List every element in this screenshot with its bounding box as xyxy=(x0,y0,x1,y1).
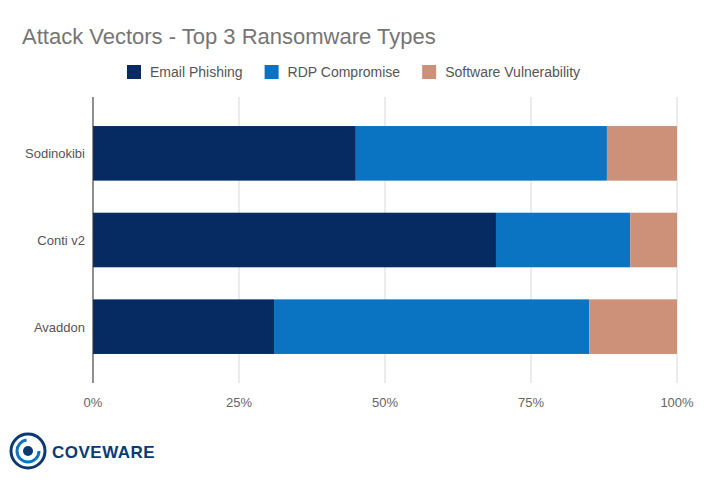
bar-segment xyxy=(274,299,589,354)
bar-segment xyxy=(93,299,274,354)
legend-swatch xyxy=(422,65,436,79)
legend-swatch xyxy=(265,65,279,79)
category-label: Avaddon xyxy=(34,320,85,335)
legend-label: RDP Compromise xyxy=(288,64,401,80)
legend-swatch xyxy=(127,65,141,79)
logo-ring xyxy=(17,440,39,462)
bar-segment xyxy=(607,126,677,181)
logo-text: COVEWARE xyxy=(52,443,155,462)
tick-label: 25% xyxy=(226,395,252,410)
tick-label: 50% xyxy=(372,395,398,410)
bar-segment xyxy=(630,213,677,268)
chart: Attack Vectors - Top 3 Ransomware Types E… xyxy=(0,0,710,482)
bar-segment xyxy=(496,213,630,268)
logo-dot xyxy=(23,446,33,456)
bar-segment xyxy=(356,126,607,181)
category-label: Sodinokibi xyxy=(25,146,85,161)
legend-label: Email Phishing xyxy=(150,64,243,80)
bar-segment xyxy=(93,126,356,181)
title: Attack Vectors - Top 3 Ransomware Types xyxy=(22,24,436,49)
category-label: Conti v2 xyxy=(37,233,85,248)
tick-label: 0% xyxy=(84,395,103,410)
tick-label: 100% xyxy=(660,395,694,410)
tick-label: 75% xyxy=(518,395,544,410)
bar-segment xyxy=(589,299,677,354)
bars xyxy=(93,126,677,354)
legend-label: Software Vulnerability xyxy=(445,64,580,80)
bar-segment xyxy=(93,213,496,268)
logo-ring xyxy=(11,434,45,468)
axis-line xyxy=(93,97,94,383)
grid-line xyxy=(93,97,94,383)
